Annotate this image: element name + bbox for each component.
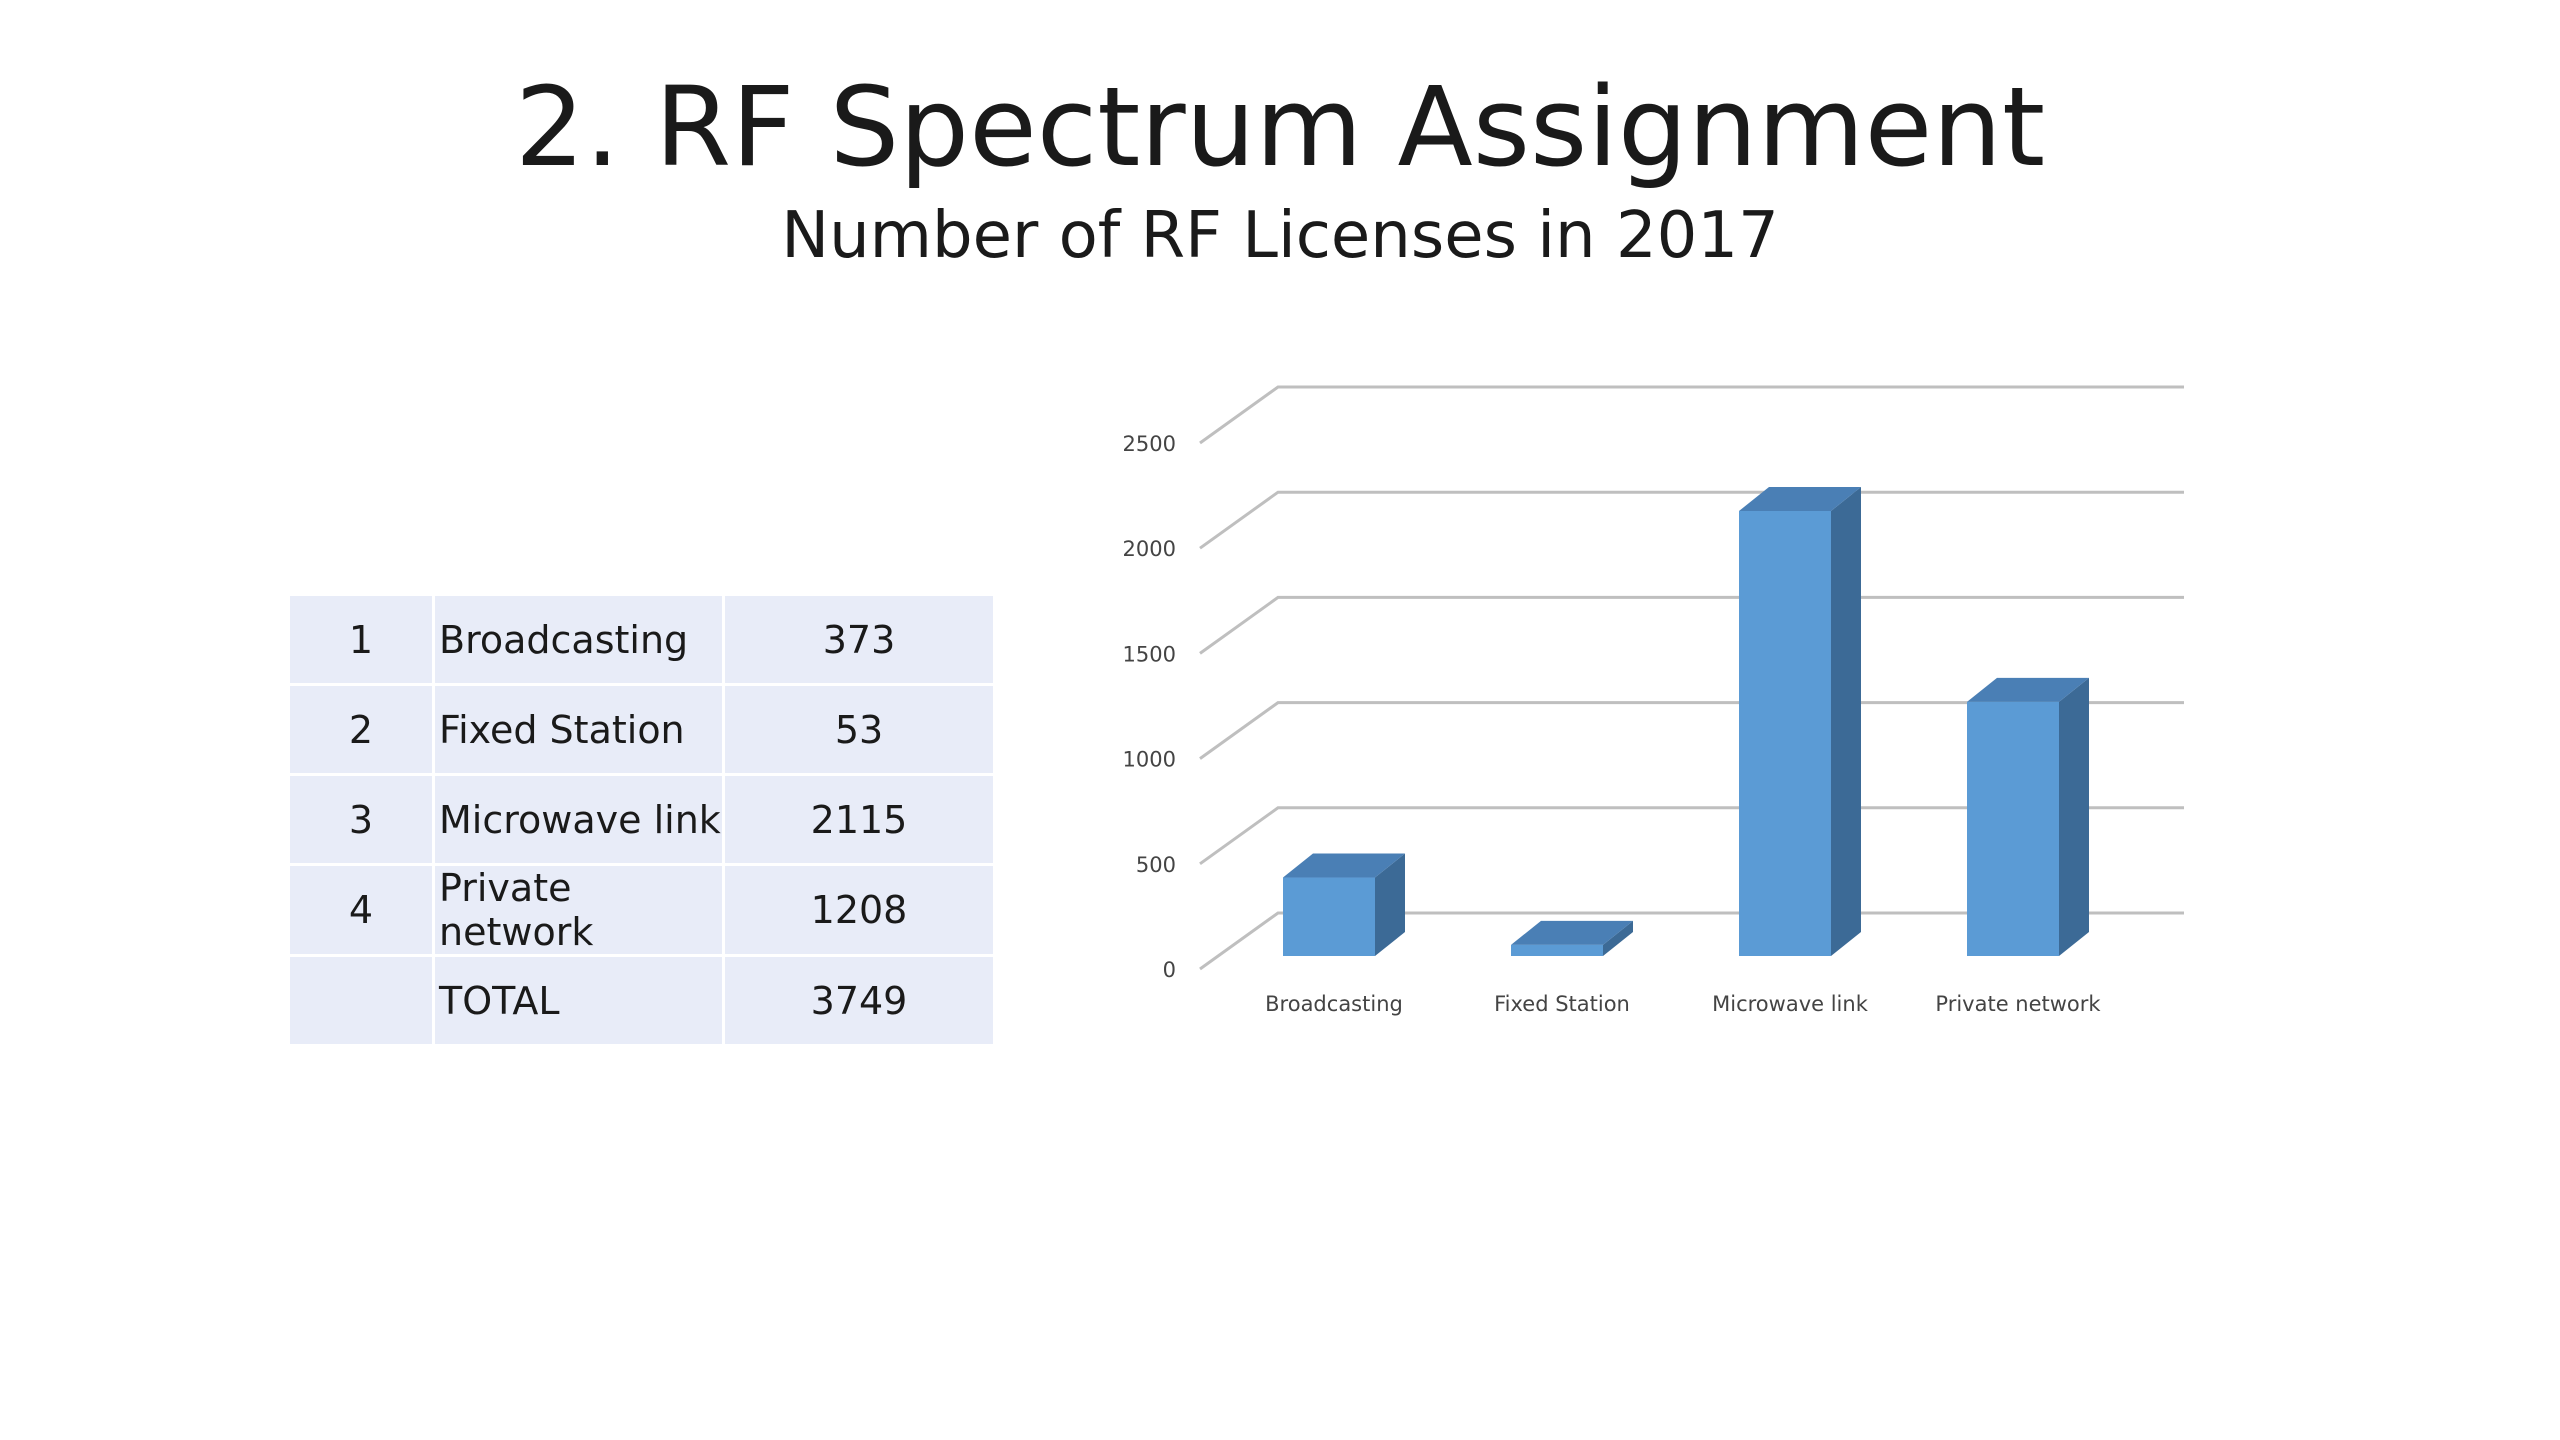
bar-top: [1511, 920, 1633, 945]
gridline: [1199, 701, 2184, 760]
x-axis-labels: Broadcasting Fixed Station Microwave link P…: [1265, 992, 2101, 1016]
row-value: 2115: [725, 776, 993, 866]
row-value: 373: [725, 596, 993, 686]
y-tick-label: 2000: [1123, 537, 1176, 561]
row-category: Broadcasting: [435, 596, 725, 686]
gridline: [1199, 911, 2184, 971]
row-category: Fixed Station: [435, 686, 725, 776]
y-tick-label: 0: [1163, 958, 1176, 982]
table-row: 2 Fixed Station 53: [290, 686, 993, 776]
gridline: [1199, 806, 2184, 866]
table-row-total: TOTAL 3749: [290, 957, 993, 1044]
license-table: 1 Broadcasting 373 2 Fixed Station 53 3 …: [290, 596, 993, 1044]
slide-subtitle: Number of RF Licenses in 2017: [781, 199, 1779, 273]
table-row: 3 Microwave link 2115: [290, 776, 993, 866]
row-number: 3: [290, 776, 435, 866]
table-row: 4 Private network 1208: [290, 866, 993, 957]
x-tick-label: Fixed Station: [1494, 992, 1630, 1016]
bar-side: [1603, 920, 1633, 956]
bar-broadcasting: [1283, 853, 1405, 956]
y-tick-label: 1500: [1123, 642, 1176, 666]
x-tick-label: Private network: [1935, 992, 2101, 1016]
row-value: 1208: [725, 866, 993, 957]
bar-top: [1283, 853, 1405, 878]
row-category: Private network: [435, 866, 725, 957]
row-category: TOTAL: [435, 957, 725, 1044]
row-number: 2: [290, 686, 435, 776]
row-category: Microwave link: [435, 776, 725, 866]
bar-side: [1375, 853, 1405, 956]
row-value: 53: [725, 686, 993, 776]
row-number: [290, 957, 435, 1044]
x-tick-label: Microwave link: [1712, 992, 1869, 1016]
y-tick-label: 1000: [1123, 748, 1176, 772]
x-tick-label: Broadcasting: [1265, 992, 1403, 1016]
table-row: 1 Broadcasting 373: [290, 596, 993, 686]
bar-front: [1511, 944, 1603, 956]
gridline: [1199, 595, 2184, 655]
bar-top: [1967, 677, 2089, 702]
bar-side: [1831, 487, 1861, 956]
bar-microwave-link: [1739, 487, 1861, 956]
y-tick-label: 2500: [1123, 432, 1176, 456]
bar-front: [1967, 701, 2059, 956]
bar-side: [2059, 677, 2089, 956]
gridline: [1199, 385, 2184, 445]
bar-top: [1739, 487, 1861, 512]
row-value: 3749: [725, 957, 993, 1044]
gridline: [1199, 490, 2184, 550]
bar-front: [1739, 511, 1831, 956]
y-tick-label: 500: [1136, 853, 1176, 877]
bar-private-network: [1967, 677, 2089, 956]
row-number: 4: [290, 866, 435, 957]
y-axis-ticks: 0 500 1000 1500 2000 2500: [1123, 432, 1176, 982]
bar-fixed-station: [1511, 920, 1633, 956]
bar-front: [1283, 877, 1375, 956]
slide-title: 2. RF Spectrum Assignment: [514, 63, 2046, 191]
chart-grid: [1199, 385, 2184, 971]
chart-bars: [1283, 487, 2089, 956]
row-number: 1: [290, 596, 435, 686]
